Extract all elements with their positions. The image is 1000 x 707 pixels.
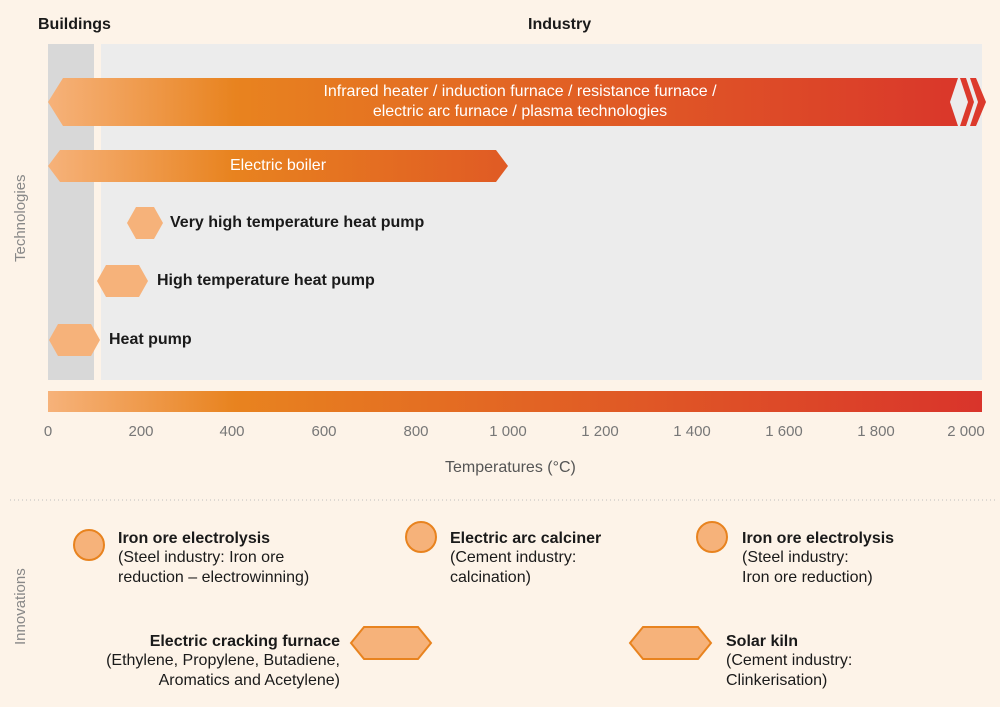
innovation-item: Electric arc calciner (Cement industry: …: [450, 530, 601, 588]
infrared-heater-bar: [48, 78, 958, 126]
innovation-title: Iron ore electrolysis: [118, 530, 271, 547]
innovation-item: Solar kiln (Cement industry: Clinkerisat…: [726, 633, 852, 691]
infrared-heater-label: Infrared heater / induction furnace / re…: [323, 83, 717, 120]
tick-label: 2 000: [947, 423, 985, 440]
tick-label: 0: [43, 423, 53, 440]
innovation-desc: (Cement industry:: [726, 652, 853, 669]
electric-boiler-label: Electric boiler: [229, 157, 327, 174]
high-temp-heat-pump-marker: [97, 265, 148, 297]
very-high-temp-heat-pump-marker: [127, 207, 163, 239]
heat-pump-marker: [49, 324, 100, 356]
innovation-item: Electric cracking furnace (Ethylene, Pro…: [106, 633, 340, 691]
innovation-desc: (Steel industry:: [742, 549, 849, 566]
temperature-scale-bar: [48, 391, 982, 412]
circle-icon: [73, 529, 105, 561]
tick-label: 800: [403, 423, 429, 440]
continuation-chevron-icon: [960, 78, 974, 126]
innovation-title: Solar kiln: [726, 633, 799, 650]
tick-label: 1 400: [673, 423, 711, 440]
buildings-header: Buildings: [38, 16, 111, 33]
tick-label: 1 200: [581, 423, 619, 440]
very-high-temp-heat-pump-label: Very high temperature heat pump: [170, 214, 425, 231]
electric-boiler-bar: [48, 150, 508, 182]
tick-label: 1 800: [857, 423, 895, 440]
innovation-desc: Clinkerisation): [726, 672, 828, 689]
innovation-desc: (Cement industry:: [450, 549, 577, 566]
innovation-title: Electric arc calciner: [450, 530, 602, 547]
tick-label: 600: [311, 423, 337, 440]
innovation-item: Iron ore electrolysis (Steel industry: I…: [742, 530, 894, 588]
tick-label: 1 000: [489, 423, 527, 440]
innovation-desc: reduction – electrowinning): [118, 569, 310, 586]
innovation-title: Electric cracking furnace: [149, 633, 340, 650]
temperature-axis-title: Temperatures (°C): [445, 459, 576, 476]
innovation-desc: (Steel industry: Iron ore: [118, 549, 285, 566]
hexagon-icon: [628, 626, 713, 660]
innovation-desc: calcination): [450, 569, 531, 586]
innovation-desc: Aromatics and Acetylene): [158, 672, 340, 689]
circle-icon: [696, 521, 728, 553]
heat-pump-label: Heat pump: [109, 331, 192, 348]
tick-label: 1 600: [765, 423, 803, 440]
circle-icon: [405, 521, 437, 553]
high-temp-heat-pump-label: High temperature heat pump: [157, 272, 375, 289]
innovation-item: Iron ore electrolysis (Steel industry: I…: [118, 530, 309, 588]
hexagon-icon: [349, 626, 433, 660]
tick-label: 400: [219, 423, 245, 440]
innovation-desc: (Ethylene, Propylene, Butadiene,: [106, 652, 340, 669]
tick-label: 200: [128, 423, 154, 440]
industry-header: Industry: [528, 16, 592, 33]
innovation-title: Iron ore electrolysis: [742, 530, 895, 547]
continuation-chevron-icon: [970, 78, 986, 126]
innovation-desc: Iron ore reduction): [742, 569, 873, 586]
